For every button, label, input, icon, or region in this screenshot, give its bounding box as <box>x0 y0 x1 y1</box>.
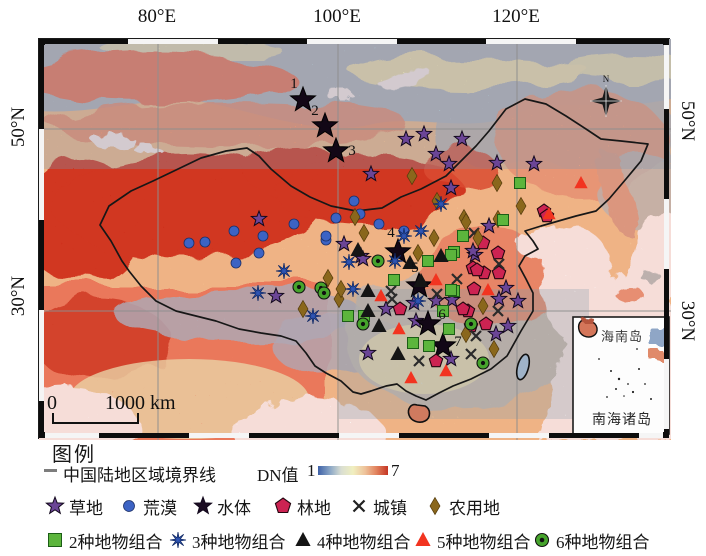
map-svg: 12 3 4 5 67 N 0 1000 km 海南岛 南海诸岛 <box>39 39 671 440</box>
legend-title: 图例 <box>52 444 96 466</box>
marker-layer <box>183 85 588 384</box>
site-number-labels: 12 3 4 5 67 <box>290 76 462 350</box>
star-icon <box>193 495 213 515</box>
site-number-5: 5 <box>411 260 419 276</box>
pentagon-icon <box>274 497 292 514</box>
markers-combo4 <box>350 242 449 360</box>
map-frame-right <box>664 39 669 438</box>
markers-town <box>385 227 505 367</box>
axis-label-left-30n: 30°N <box>8 275 29 317</box>
triangle-icon <box>415 532 431 546</box>
boundary-label: 中国陆地区域境界线 <box>63 466 216 485</box>
legend-item-label: 草地 <box>69 498 103 518</box>
legend-item-label: 5种地物组合 <box>437 532 531 552</box>
axis-label-120e: 120°E <box>492 6 540 27</box>
north-arrow-label: N <box>603 74 610 84</box>
scale-bar: 0 1000 km <box>47 392 176 424</box>
legend-item-label: 6种地物组合 <box>556 532 650 552</box>
legend-item-leg-row-landcover-1: 荒漠 <box>118 494 177 518</box>
legend-item-label: 3种地物组合 <box>192 532 286 552</box>
map-frame-top <box>39 39 669 44</box>
legend-item-leg-row-combos-2: 4种地物组合 <box>292 528 411 552</box>
markers-combo5 <box>374 176 588 384</box>
scale-distance: 1000 km <box>105 392 176 414</box>
axis-label-right-50n: 50°N <box>677 100 698 142</box>
legend-item-leg-row-combos-1: 3种地物组合 <box>167 528 286 552</box>
legend-item-label: 农用地 <box>449 498 500 518</box>
inset-hainan-shape <box>577 319 598 338</box>
taiwan-island <box>515 353 531 381</box>
site-number-2: 2 <box>311 103 319 119</box>
legend-item-label: 水体 <box>217 498 251 518</box>
map-frame-bottom <box>39 433 669 438</box>
site-number-4: 4 <box>387 225 395 241</box>
diamond-icon <box>429 496 441 516</box>
legend-item-leg-row-landcover-2: 水体 <box>192 494 251 518</box>
legend-item-leg-row-landcover-5: 农用地 <box>424 494 500 518</box>
legend-item-label: 4种地物组合 <box>317 532 411 552</box>
hainan-island <box>407 403 431 423</box>
triangle-icon <box>295 532 311 546</box>
inset-island-dots <box>598 348 652 400</box>
site-number-1: 1 <box>290 76 298 92</box>
axis-label-left-50n: 50°N <box>8 106 29 148</box>
circle-icon <box>123 500 135 512</box>
site-number-3: 3 <box>348 143 356 159</box>
legend-item-leg-row-combos-4: 6种地物组合 <box>531 528 650 552</box>
asterisk-icon <box>169 531 187 549</box>
legend-item-label: 城镇 <box>373 498 407 518</box>
dn-min-label: 1 <box>307 461 316 480</box>
markers-desert <box>183 195 410 269</box>
legend-item-leg-row-landcover-0: 草地 <box>44 494 103 518</box>
site-number-6: 6 <box>438 307 446 323</box>
xmark-icon <box>352 499 366 513</box>
square-icon <box>48 533 62 547</box>
north-arrow: N <box>590 74 622 117</box>
legend-item-leg-row-combos-3: 5种地物组合 <box>412 528 531 552</box>
star-icon <box>45 495 65 515</box>
scale-zero: 0 <box>47 392 57 414</box>
dn-max-label: 7 <box>391 461 400 480</box>
inset-bottom-label: 南海诸岛 <box>592 412 652 428</box>
china-boundary-line <box>99 98 649 401</box>
inset-top-label: 海南岛 <box>601 329 643 344</box>
axis-label-80e: 80°E <box>137 6 177 27</box>
markers-combo6 <box>292 254 490 370</box>
legend-item-leg-row-combos-0: 2种地物组合 <box>44 528 163 552</box>
markers-forest <box>392 203 555 368</box>
legend-item-label: 2种地物组合 <box>69 532 163 552</box>
dn-value-label: DN值 <box>257 466 299 485</box>
legend-item-label: 林地 <box>297 498 331 518</box>
legend-item-leg-row-landcover-3: 林地 <box>272 494 331 518</box>
dn-colorbar <box>318 466 388 475</box>
boundary-line-swatch <box>44 469 57 472</box>
circledot-icon <box>534 532 550 548</box>
legend-item-leg-row-landcover-4: 城镇 <box>348 494 407 518</box>
axis-label-right-30n: 30°N <box>677 300 698 342</box>
markers-combo3 <box>249 195 450 325</box>
map-frame-left <box>39 39 44 438</box>
markers-grassland <box>250 124 543 367</box>
axis-label-100e: 100°E <box>313 6 361 27</box>
site-number-7: 7 <box>454 334 462 350</box>
inset-south-china-sea: 海南岛 南海诸岛 <box>572 316 670 435</box>
legend-item-label: 荒漠 <box>143 498 177 518</box>
